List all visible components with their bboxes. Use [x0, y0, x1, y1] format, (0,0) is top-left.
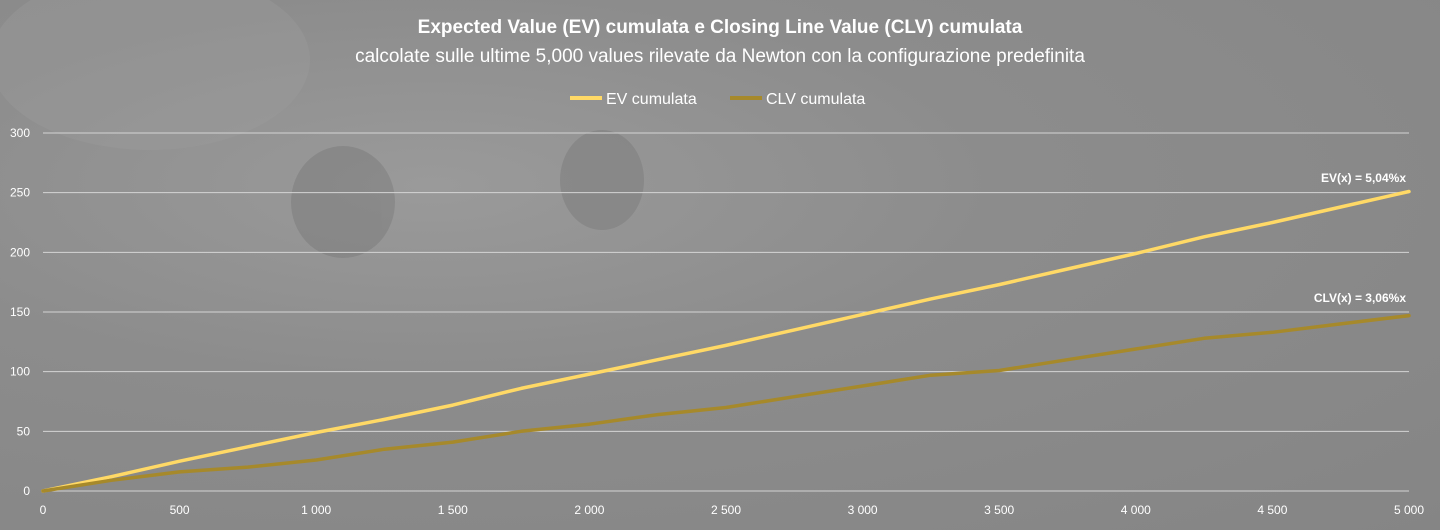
x-tick-label: 4 500	[1257, 503, 1287, 517]
legend: EV cumulata CLV cumulata	[570, 91, 865, 108]
legend-label-ev: EV cumulata	[606, 91, 697, 108]
series-lines	[41, 189, 1411, 493]
x-tick-label: 1 500	[438, 503, 468, 517]
x-axis: 0 500 1 000 1 500 2 000 2 500 3 000 3 500 4 000 4…	[40, 503, 1425, 517]
annotation-ev: EV(x) = 5,04%x	[1321, 171, 1406, 185]
background-decoration	[0, 0, 644, 258]
x-tick-label: 3 000	[848, 503, 878, 517]
y-tick-label: 250	[10, 186, 30, 200]
y-tick-label: 150	[10, 305, 30, 319]
series-line-ev	[41, 189, 1411, 493]
y-axis: 0 50 100 150 200 250 300	[10, 126, 30, 498]
legend-label-clv: CLV cumulata	[766, 91, 865, 108]
y-tick-label: 0	[23, 484, 30, 498]
chart-title: Expected Value (EV) cumulata e Closing L…	[418, 17, 1023, 38]
x-tick-label: 0	[40, 503, 47, 517]
y-tick-label: 100	[10, 365, 30, 379]
x-tick-label: 2 500	[711, 503, 741, 517]
x-tick-label: 1 000	[301, 503, 331, 517]
y-tick-label: 300	[10, 126, 30, 140]
annotation-clv: CLV(x) = 3,06%x	[1314, 291, 1406, 305]
y-tick-label: 200	[10, 245, 30, 259]
chart-subtitle: calcolate sulle ultime 5,000 values rile…	[355, 46, 1085, 67]
x-tick-label: 5 000	[1394, 503, 1424, 517]
x-tick-label: 2 000	[574, 503, 604, 517]
series-line-clv	[41, 313, 1411, 493]
x-tick-label: 500	[170, 503, 190, 517]
x-tick-label: 4 000	[1121, 503, 1151, 517]
gridlines	[43, 132, 1409, 492]
x-tick-label: 3 500	[984, 503, 1014, 517]
annotations: EV(x) = 5,04%x CLV(x) = 3,06%x	[1314, 171, 1406, 305]
y-tick-label: 50	[17, 424, 31, 438]
